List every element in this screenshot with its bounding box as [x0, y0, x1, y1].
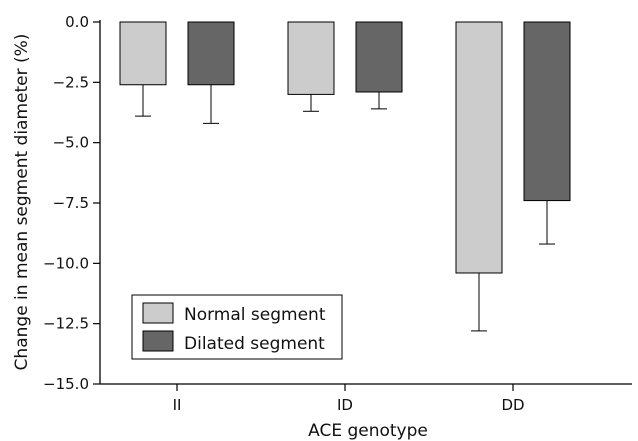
y-tick-label: −10.0	[43, 254, 89, 272]
x-tick-label: DD	[501, 396, 524, 414]
y-tick-label: −2.5	[53, 73, 89, 91]
legend-swatch-normal	[142, 302, 174, 324]
legend-swatch-dilated	[142, 330, 174, 352]
y-axis-title: Change in mean segment diameter (%)	[12, 34, 32, 371]
y-tick-label: −5.0	[53, 134, 89, 152]
legend-label-dilated: Dilated segment	[184, 334, 325, 354]
y-tick-label: 0.0	[65, 13, 89, 31]
y-tick-label: −12.5	[43, 315, 89, 333]
bar-normal-dd	[455, 21, 503, 274]
x-ticks: II ID DD	[173, 384, 525, 414]
x-axis-title: ACE genotype	[308, 421, 428, 441]
y-tick-label: −7.5	[53, 194, 89, 212]
legend: Normal segment Dilated segment	[131, 294, 343, 360]
y-tick-label: −15.0	[43, 375, 89, 393]
y-ticks: 0.0 −2.5 −5.0 −7.5 −10.0 −12.5 −15.0	[43, 13, 100, 393]
bar-normal-ii	[119, 21, 167, 86]
x-tick-label: II	[173, 396, 182, 414]
bar-dilated-dd	[523, 21, 571, 202]
bar-dilated-ii	[187, 21, 235, 86]
x-tick-label: ID	[337, 396, 353, 414]
legend-label-normal: Normal segment	[184, 305, 326, 325]
bar-dilated-id	[355, 21, 403, 93]
bars-layer	[119, 21, 571, 332]
bar-normal-id	[287, 21, 335, 95]
